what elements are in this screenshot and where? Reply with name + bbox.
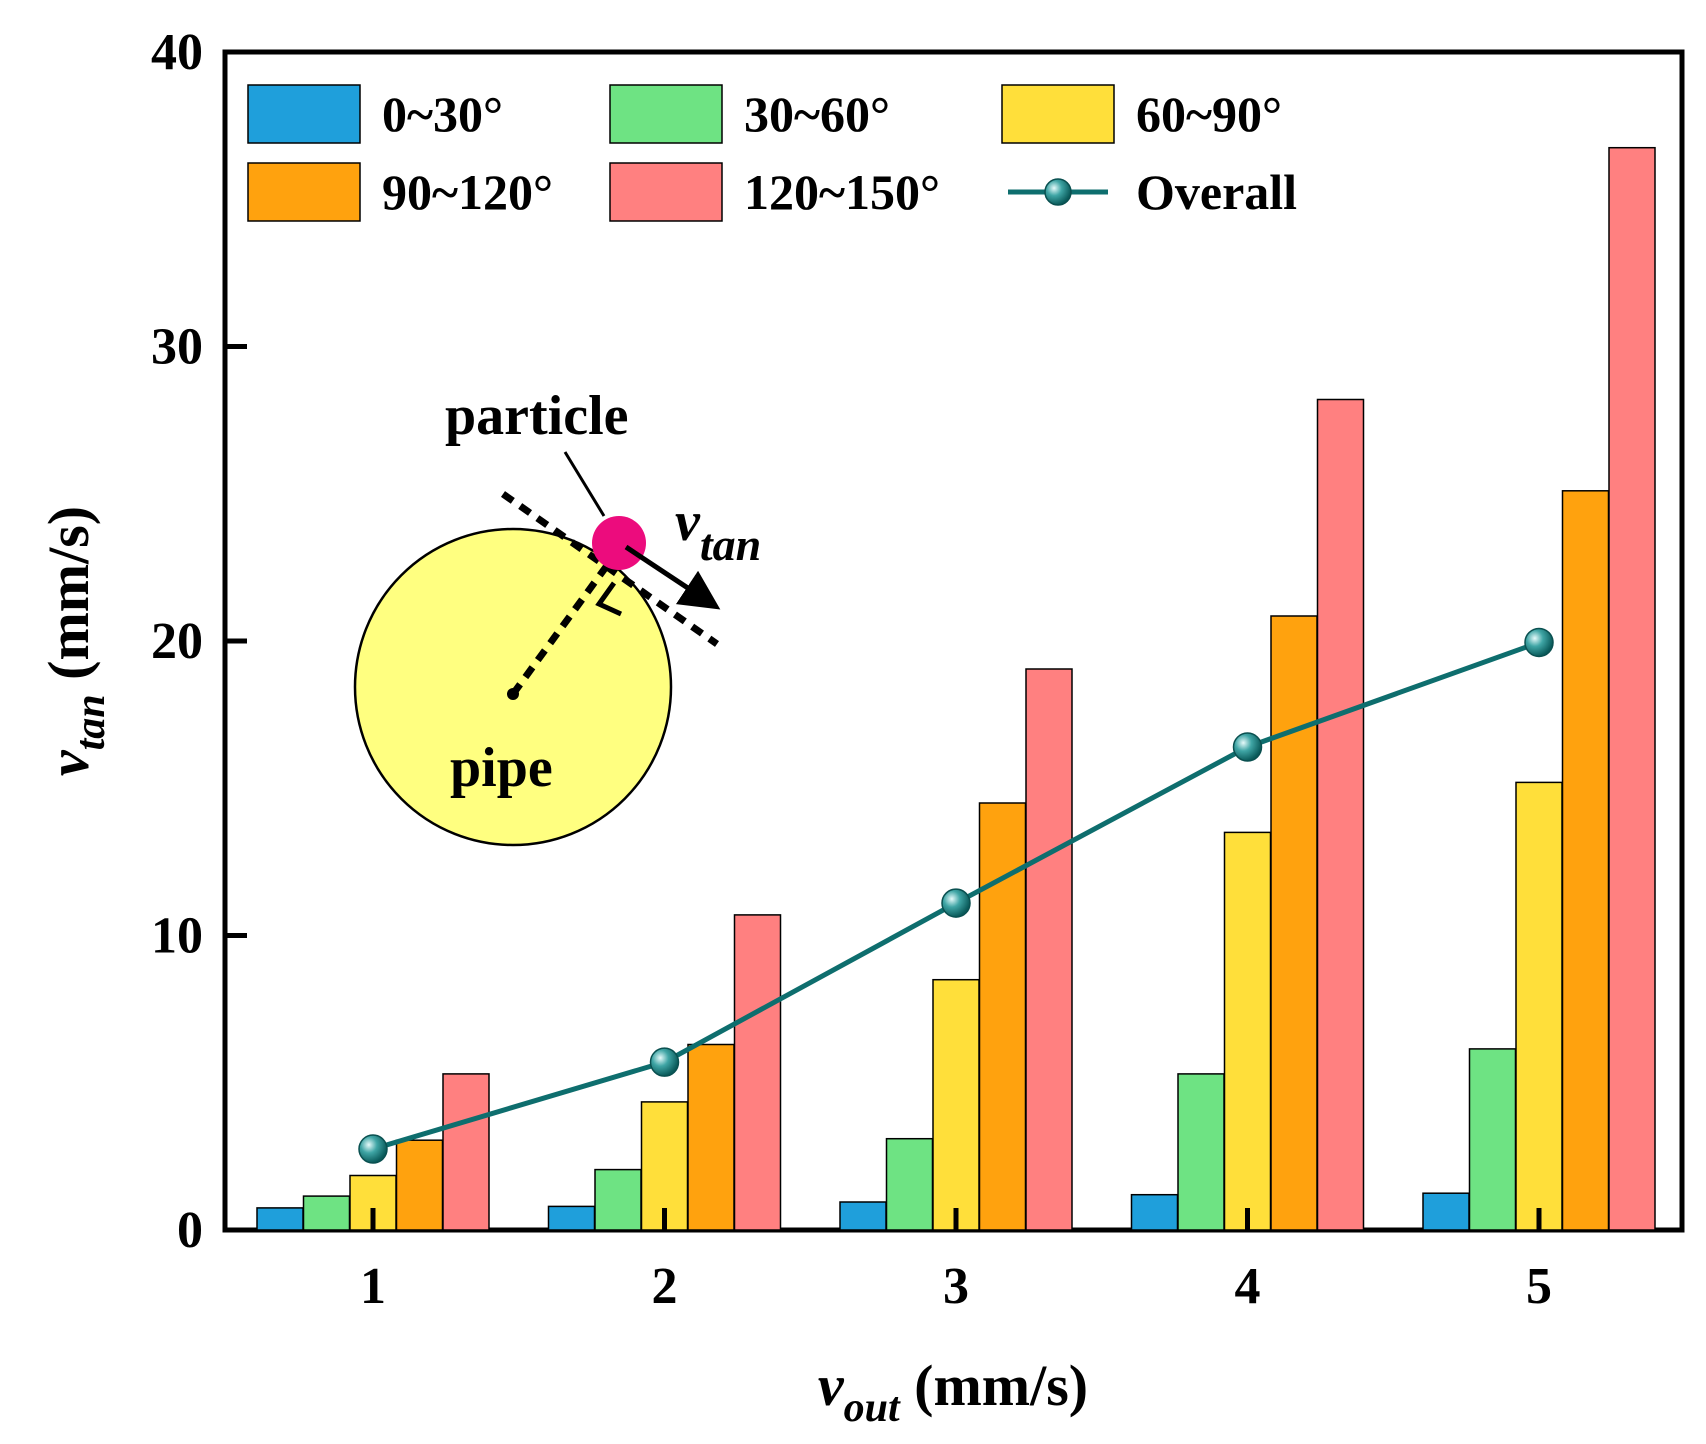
y-tick-label: 0	[177, 1202, 203, 1259]
x-tick-label: 4	[1235, 1258, 1261, 1315]
bar-series-3-cat-4	[1223, 831, 1272, 1231]
inset-diagram: particle pipe vtan	[353, 385, 761, 847]
legend-swatch	[247, 84, 361, 144]
pipe-circle	[353, 527, 673, 847]
bar-series-3-cat-5	[1515, 781, 1563, 1231]
bar-series-3-cat-3	[932, 978, 980, 1231]
bar-series-2-cat-4	[1177, 1073, 1225, 1231]
overall-point-2	[649, 1047, 680, 1077]
bar-series-1-cat-3	[839, 1201, 887, 1231]
bar-series-4-cat-1	[395, 1139, 444, 1231]
bar-series-5-cat-3	[1025, 668, 1073, 1231]
particle-label: particle	[445, 385, 628, 447]
overall-point-3	[941, 888, 971, 918]
right-angle-marker	[595, 581, 623, 617]
legend-swatch	[247, 162, 361, 222]
y-tick-label: 20	[151, 613, 203, 670]
velocity-arrow	[624, 544, 721, 610]
bar-series-2-cat-5	[1468, 1048, 1517, 1231]
bar-series-5-cat-1	[442, 1073, 490, 1231]
pipe-label: pipe	[450, 737, 553, 799]
y-tick-label: 10	[151, 908, 203, 965]
bar-series-1-cat-2	[547, 1205, 596, 1231]
legend-swatch	[1001, 84, 1115, 144]
legend: 0~30° 30~60° 60~90° 90~120° 120~150° Overall	[247, 84, 1297, 222]
y-tick-label: 40	[151, 24, 203, 81]
overall-line-layer	[358, 627, 1554, 1164]
vtan-label: vtan	[675, 491, 761, 570]
legend-label: Overall	[1136, 164, 1297, 220]
legend-line-marker	[1044, 178, 1072, 206]
x-axis-title: vout (mm/s)	[818, 1353, 1088, 1431]
bar-series-1-cat-4	[1130, 1193, 1179, 1231]
bar-series-4-cat-4	[1270, 615, 1318, 1231]
bar-series-4-cat-2	[687, 1043, 735, 1231]
legend-label: 0~30°	[382, 86, 503, 142]
bar-series-5-cat-5	[1608, 146, 1656, 1231]
pipe-center-dot	[507, 688, 519, 700]
legend-label: 90~120°	[382, 164, 553, 220]
legend-label: 30~60°	[744, 86, 890, 142]
x-tick-label: 5	[1526, 1258, 1552, 1315]
bars-layer	[256, 146, 1656, 1231]
bar-series-4-cat-5	[1561, 490, 1610, 1231]
overall-point-5	[1524, 627, 1554, 658]
particle-pointer-line	[563, 451, 606, 517]
bar-series-2-cat-2	[594, 1168, 642, 1231]
overall-point-4	[1232, 732, 1263, 762]
x-tick-label: 2	[652, 1258, 678, 1315]
bar-series-1-cat-5	[1422, 1192, 1470, 1231]
x-tick-label: 3	[943, 1258, 969, 1315]
axis-ticks: 0 10 20 30 40 1 2 3 4 5	[151, 24, 1552, 1315]
bar-series-2-cat-3	[885, 1137, 934, 1231]
legend-label: 120~150°	[744, 164, 940, 220]
legend-swatch	[609, 162, 723, 222]
overall-point-1	[358, 1134, 388, 1164]
bar-series-2-cat-1	[302, 1195, 351, 1231]
x-tick-label: 1	[360, 1258, 386, 1315]
bar-series-5-cat-4	[1316, 398, 1365, 1231]
bar-series-1-cat-1	[256, 1207, 304, 1231]
particle-dot	[592, 516, 646, 570]
tangent-line	[500, 491, 720, 647]
y-axis-title: vtan (mm/s)	[36, 506, 114, 776]
radius-line	[510, 557, 614, 697]
legend-swatch	[609, 84, 723, 144]
y-tick-label: 30	[151, 319, 203, 376]
bar-series-4-cat-3	[978, 802, 1027, 1231]
bar-series-5-cat-2	[733, 914, 782, 1231]
legend-label: 60~90°	[1136, 86, 1282, 142]
